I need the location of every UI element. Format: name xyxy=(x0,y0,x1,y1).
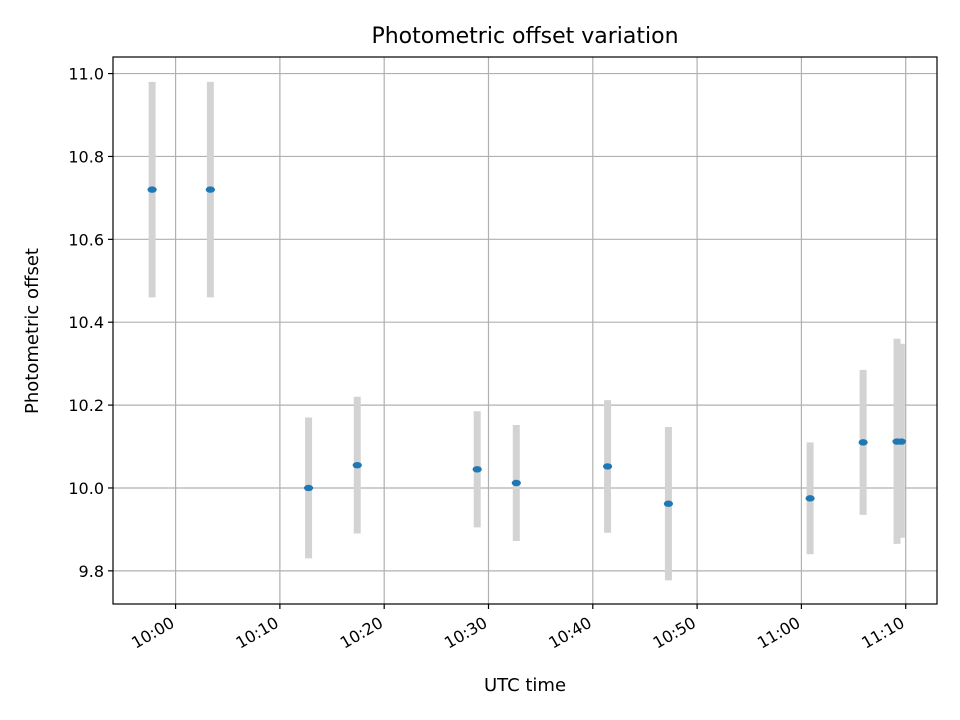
y-tick-label: 10.6 xyxy=(68,230,104,249)
y-axis-label: Photometric offset xyxy=(22,248,43,414)
data-point xyxy=(602,463,613,470)
data-point xyxy=(663,500,674,507)
plot-frame xyxy=(112,56,938,605)
data-point xyxy=(511,479,521,487)
data-point xyxy=(303,484,314,492)
y-tick-label: 10.8 xyxy=(68,147,104,166)
grid-lines xyxy=(113,57,937,604)
y-tick-label: 10.0 xyxy=(68,479,104,498)
data-point xyxy=(147,186,157,193)
data-point xyxy=(805,495,815,502)
data-point xyxy=(896,438,906,445)
y-tick-label: 11.0 xyxy=(68,65,104,84)
data-point xyxy=(205,186,215,193)
data-points xyxy=(147,186,906,507)
data-point xyxy=(858,439,868,446)
data-point xyxy=(472,466,482,473)
y-tick-label: 10.4 xyxy=(68,313,104,332)
chart-title: Photometric offset variation xyxy=(371,24,678,49)
y-axis-ticks: 9.8 10.0 10.2 10.4 10.6 10.8 11.0 xyxy=(68,65,113,581)
y-tick-label: 10.2 xyxy=(68,396,104,415)
x-axis-label: UTC time xyxy=(484,675,566,696)
y-tick-label: 9.8 xyxy=(79,562,104,581)
data-point xyxy=(352,461,362,469)
